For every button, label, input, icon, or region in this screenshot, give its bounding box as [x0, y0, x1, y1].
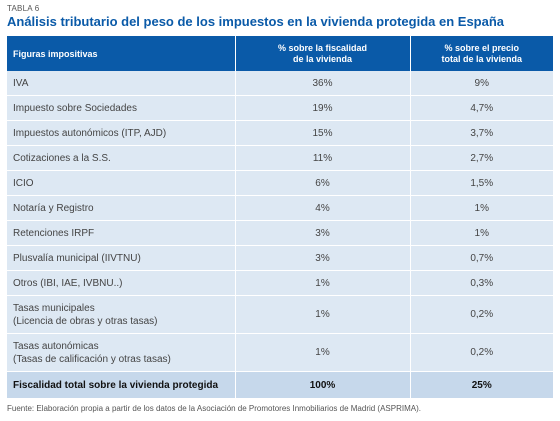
table-row: Otros (IBI, IAE, IVBNU..) 1% 0,3%: [7, 270, 553, 296]
row-precio: 1,5%: [410, 170, 553, 196]
table-row: Retenciones IRPF 3% 1%: [7, 220, 553, 246]
row-fiscalidad: 1%: [235, 270, 411, 296]
table-row: Plusvalía municipal (IIVTNU) 3% 0,7%: [7, 245, 553, 271]
row-precio: 4,7%: [410, 95, 553, 121]
row-fiscalidad: 36%: [235, 71, 411, 96]
row-fiscalidad: 3%: [235, 220, 411, 246]
row-precio: 0,2%: [410, 333, 553, 372]
table-row: Impuestos autonómicos (ITP, AJD) 15% 3,7…: [7, 120, 553, 146]
row-figura: Tasas municipales (Licencia de obras y o…: [7, 295, 236, 334]
header-precio: % sobre el precio total de la vivienda: [410, 36, 553, 71]
table-row: Cotizaciones a la S.S. 11% 2,7%: [7, 145, 553, 171]
row-precio: 3,7%: [410, 120, 553, 146]
row-fiscalidad: 4%: [235, 195, 411, 221]
row-figura-line2: (Tasas de calificación y otras tasas): [13, 353, 171, 365]
row-figura: Tasas autonómicas (Tasas de calificación…: [7, 333, 236, 372]
row-precio: 0,2%: [410, 295, 553, 334]
row-fiscalidad: 15%: [235, 120, 411, 146]
page-title: Análisis tributario del peso de los impu…: [7, 14, 505, 29]
total-fiscalidad: 100%: [235, 371, 411, 399]
row-precio: 0,7%: [410, 245, 553, 271]
total-figura: Fiscalidad total sobre la vivienda prote…: [7, 371, 236, 399]
table-row: Impuesto sobre Sociedades 19% 4,7%: [7, 95, 553, 121]
row-figura: Impuesto sobre Sociedades: [7, 95, 236, 121]
row-fiscalidad: 1%: [235, 295, 411, 334]
row-precio: 1%: [410, 220, 553, 246]
row-figura: IVA: [7, 71, 236, 96]
row-figura-line1: Tasas municipales: [13, 302, 95, 314]
row-precio: 2,7%: [410, 145, 553, 171]
row-figura: Otros (IBI, IAE, IVBNU..): [7, 270, 236, 296]
row-fiscalidad: 11%: [235, 145, 411, 171]
row-figura-line1: Tasas autonómicas: [13, 340, 99, 352]
header-fiscalidad-line1: % sobre la fiscalidad: [277, 42, 368, 53]
row-figura: ICIO: [7, 170, 236, 196]
header-precio-line1: % sobre el precio: [444, 42, 520, 53]
table-row: IVA 36% 9%: [7, 71, 553, 96]
row-fiscalidad: 1%: [235, 333, 411, 372]
table-label: TABLA 6: [7, 4, 40, 13]
total-precio: 25%: [410, 371, 553, 399]
table-row: Tasas autonómicas (Tasas de calificación…: [7, 333, 553, 372]
header-precio-line2: total de la vivienda: [441, 53, 523, 64]
row-precio: 9%: [410, 71, 553, 96]
row-fiscalidad: 19%: [235, 95, 411, 121]
table-row: Notaría y Registro 4% 1%: [7, 195, 553, 221]
header-figuras: Figuras impositivas: [7, 36, 236, 71]
row-figura: Plusvalía municipal (IIVTNU): [7, 245, 236, 271]
header-fiscalidad-line2: de la vivienda: [292, 53, 353, 64]
row-figura-line2: (Licencia de obras y otras tasas): [13, 315, 158, 327]
table-header-row: Figuras impositivas % sobre la fiscalida…: [7, 36, 553, 71]
row-fiscalidad: 6%: [235, 170, 411, 196]
table-row: ICIO 6% 1,5%: [7, 170, 553, 196]
source-note: Fuente: Elaboración propia a partir de l…: [7, 404, 421, 413]
total-row: Fiscalidad total sobre la vivienda prote…: [7, 371, 553, 399]
row-figura: Cotizaciones a la S.S.: [7, 145, 236, 171]
row-fiscalidad: 3%: [235, 245, 411, 271]
row-figura: Retenciones IRPF: [7, 220, 236, 246]
row-precio: 1%: [410, 195, 553, 221]
row-figura: Notaría y Registro: [7, 195, 236, 221]
header-fiscalidad: % sobre la fiscalidad de la vivienda: [235, 36, 411, 71]
table-row: Tasas municipales (Licencia de obras y o…: [7, 295, 553, 334]
tax-table: Figuras impositivas % sobre la fiscalida…: [7, 36, 553, 399]
row-figura: Impuestos autonómicos (ITP, AJD): [7, 120, 236, 146]
row-precio: 0,3%: [410, 270, 553, 296]
